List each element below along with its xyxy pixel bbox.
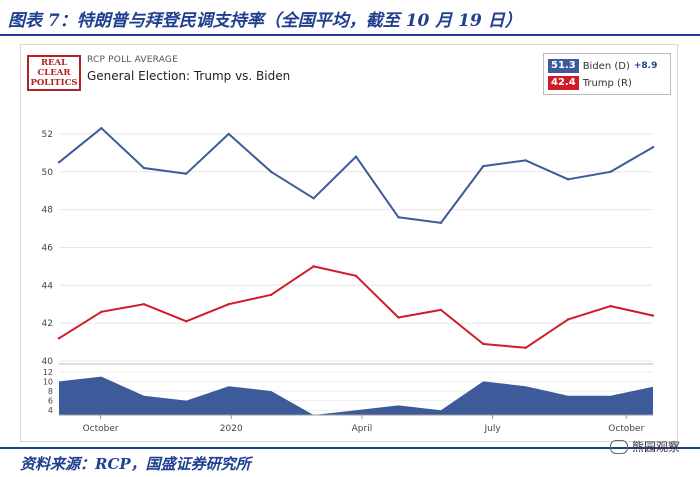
x-tick-label: October bbox=[608, 424, 644, 434]
biden-point bbox=[100, 127, 103, 130]
trump-point bbox=[269, 293, 273, 296]
figure-title: 图表 7：特朗普与拜登民调支持率（全国平均，截至 10 月 19 日） bbox=[8, 11, 522, 31]
biden-point bbox=[609, 170, 612, 173]
trump-point bbox=[566, 318, 570, 321]
y-tick-label: 40 bbox=[42, 357, 54, 367]
trump-point bbox=[524, 346, 527, 349]
biden-point bbox=[57, 161, 61, 164]
trump-point bbox=[609, 304, 612, 308]
legend-biden-spread: +8.9 bbox=[633, 61, 658, 71]
y-tick-label: 46 bbox=[42, 243, 54, 253]
trump-point bbox=[185, 320, 188, 323]
x-tick-label: July bbox=[484, 424, 502, 434]
biden-point bbox=[482, 164, 485, 168]
wechat-icon bbox=[609, 439, 628, 454]
legend-biden-value: 51.3 bbox=[548, 59, 579, 73]
spread-area bbox=[59, 376, 653, 415]
y-tick-label: 50 bbox=[42, 168, 54, 178]
biden-point bbox=[142, 166, 146, 170]
trump-point bbox=[312, 265, 315, 268]
source-note: 资料来源：RCP，国盛证券研究所 bbox=[20, 455, 251, 473]
watermark: 熊园观察 bbox=[609, 438, 680, 455]
legend-trump-value: 42.4 bbox=[548, 76, 579, 90]
rcp-logo: REAL CLEAR POLITICS bbox=[27, 55, 81, 91]
biden-point bbox=[354, 155, 358, 158]
trump-point bbox=[100, 310, 103, 313]
bottom-rule bbox=[0, 447, 700, 449]
chart-title: General Election: Trump vs. Biden bbox=[87, 69, 291, 83]
y-tick-label: 48 bbox=[42, 206, 54, 216]
logo-line-1: REAL bbox=[40, 58, 68, 68]
trump-point bbox=[57, 337, 61, 340]
top-rule bbox=[0, 34, 700, 36]
biden-point bbox=[651, 145, 655, 149]
biden-point bbox=[269, 170, 273, 173]
spread-y-tick-label: 4 bbox=[48, 406, 53, 415]
trump-point bbox=[227, 303, 230, 306]
poll-average-label: RCP POLL AVERAGE bbox=[87, 55, 178, 65]
biden-point bbox=[312, 197, 315, 200]
x-tick-label: 2020 bbox=[220, 424, 243, 434]
biden-point bbox=[439, 221, 443, 225]
trump-point bbox=[397, 316, 400, 319]
biden-point bbox=[566, 178, 570, 181]
legend-biden: 51.3 Biden (D) +8.9 bbox=[548, 59, 657, 73]
trump-point bbox=[651, 314, 655, 317]
trump-point bbox=[142, 303, 146, 306]
biden-point bbox=[524, 159, 527, 162]
chart-panel: REAL CLEAR POLITICS RCP POLL AVERAGE Gen… bbox=[20, 44, 678, 442]
trump-point bbox=[439, 308, 443, 312]
plot-background bbox=[59, 115, 653, 361]
biden-point bbox=[185, 172, 188, 175]
y-tick-label: 44 bbox=[42, 281, 54, 291]
logo-line-2: CLEAR bbox=[37, 68, 71, 78]
legend-biden-name: Biden (D) bbox=[582, 60, 630, 72]
legend-trump: 42.4 Trump (R) bbox=[548, 76, 632, 90]
watermark-text: 熊园观察 bbox=[631, 440, 680, 454]
x-tick-label: April bbox=[352, 424, 373, 434]
logo-line-3: POLITICS bbox=[30, 78, 78, 88]
legend-trump-name: Trump (R) bbox=[582, 77, 632, 89]
x-tick-label: October bbox=[83, 424, 119, 434]
spread-y-tick-label: 10 bbox=[43, 377, 53, 386]
trump-point bbox=[482, 342, 485, 346]
spread-y-tick-label: 8 bbox=[48, 387, 53, 396]
biden-point bbox=[227, 132, 230, 136]
spread-y-tick-label: 12 bbox=[43, 368, 53, 377]
spread-y-tick-label: 6 bbox=[48, 397, 53, 406]
y-tick-label: 42 bbox=[42, 319, 53, 329]
y-tick-label: 52 bbox=[42, 130, 53, 140]
biden-point bbox=[397, 215, 400, 219]
trump-point bbox=[354, 274, 358, 278]
legend: 51.3 Biden (D) +8.9 42.4 Trump (R) bbox=[543, 53, 671, 95]
